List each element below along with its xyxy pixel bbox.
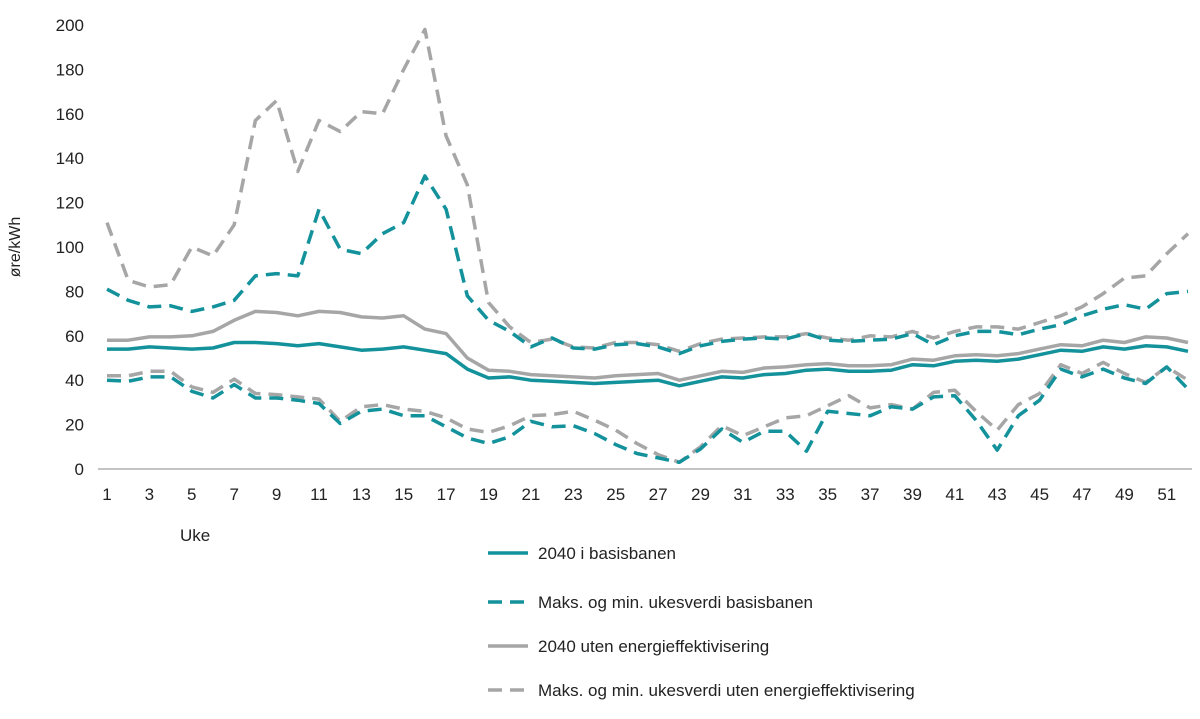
y-tick-label: 200 (56, 16, 84, 35)
x-tick-label: 17 (437, 485, 456, 504)
x-tick-label: 39 (903, 485, 922, 504)
x-tick-label: 13 (352, 485, 371, 504)
y-tick-label: 60 (65, 327, 84, 346)
y-tick-label: 80 (65, 282, 84, 301)
y-tick-label: 40 (65, 371, 84, 390)
x-tick-label: 19 (479, 485, 498, 504)
x-tick-label: 35 (818, 485, 837, 504)
x-tick-label: 7 (229, 485, 238, 504)
x-tick-label: 5 (187, 485, 196, 504)
y-tick-label: 160 (56, 105, 84, 124)
x-tick-label: 21 (521, 485, 540, 504)
x-tick-label: 11 (310, 485, 328, 504)
x-tick-label: 43 (988, 485, 1007, 504)
y-tick-label: 120 (56, 194, 84, 213)
x-tick-label: 1 (102, 485, 111, 504)
x-tick-label: 47 (1073, 485, 1092, 504)
y-tick-label: 180 (56, 60, 84, 79)
series-line-0 (105, 27, 1190, 354)
legend-label: 2040 uten energieffektivisering (538, 637, 769, 656)
x-tick-label: 41 (945, 485, 964, 504)
x-tick-label: 37 (861, 485, 880, 504)
x-tick-label: 45 (1030, 485, 1049, 504)
legend-label: Maks. og min. ukesverdi basisbanen (538, 593, 813, 612)
x-tick-label: 3 (145, 485, 154, 504)
y-tick-label: 20 (65, 416, 84, 435)
y-tick-label: 140 (56, 149, 84, 168)
x-tick-label: 49 (1115, 485, 1134, 504)
x-tick-label: 23 (564, 485, 583, 504)
y-axis-label: øre/kWh (7, 217, 24, 277)
x-tick-label: 15 (394, 485, 413, 504)
legend-label: Maks. og min. ukesverdi uten energieffek… (538, 681, 915, 700)
x-axis-label: Uke (180, 526, 210, 545)
x-tick-label: 27 (649, 485, 668, 504)
series-line-5 (107, 340, 1189, 388)
x-tick-label: 29 (691, 485, 710, 504)
y-tick-label: 0 (75, 460, 84, 479)
x-tick-label: 25 (606, 485, 625, 504)
x-tick-label: 9 (272, 485, 281, 504)
x-tick-label: 31 (733, 485, 752, 504)
y-tick-label: 100 (56, 238, 84, 257)
series-line-2 (107, 309, 1189, 382)
series-line-4 (106, 365, 1190, 465)
x-tick-label: 51 (1157, 485, 1176, 504)
legend-label: 2040 i basisbanen (538, 544, 676, 563)
x-tick-label: 33 (776, 485, 795, 504)
series-line-3 (106, 174, 1189, 356)
